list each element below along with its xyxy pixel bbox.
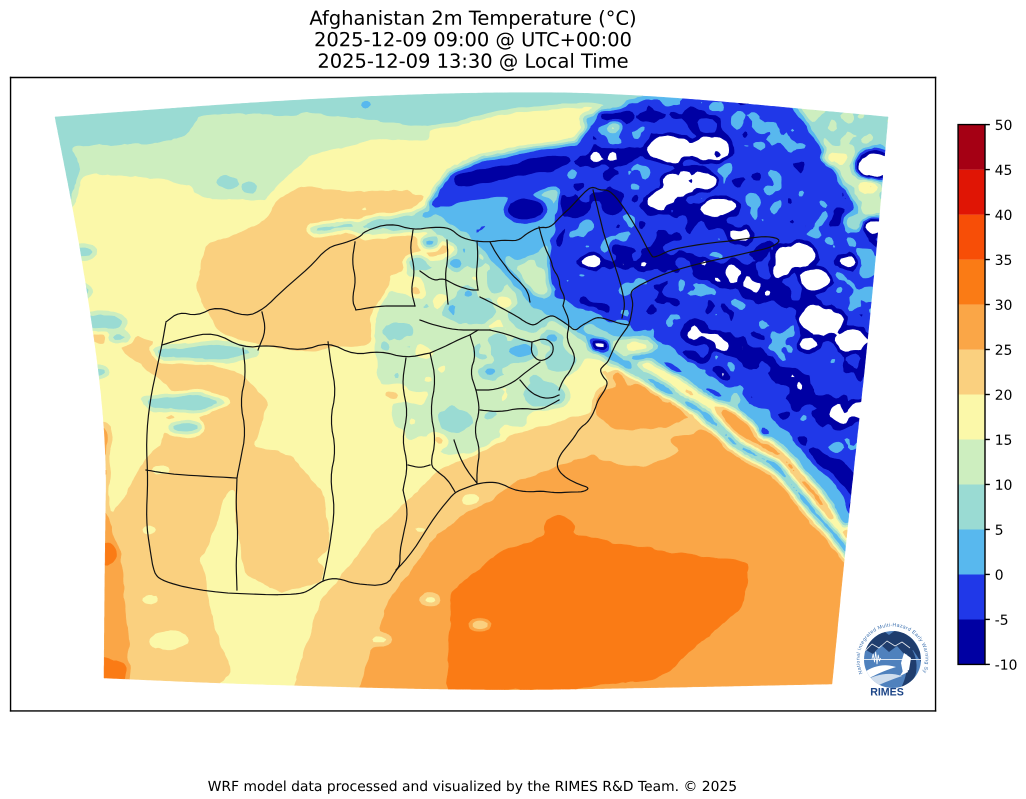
svg-text:RIMES: RIMES: [870, 687, 904, 699]
